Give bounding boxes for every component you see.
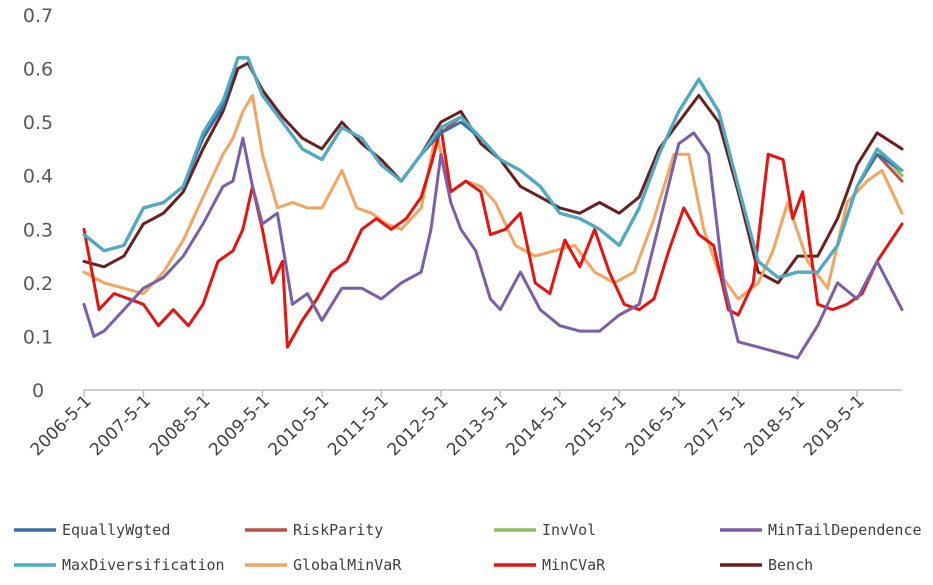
y-tick-label: 0.4 [23,166,53,188]
x-tick-label: 2013-5-1 [443,391,512,460]
series-line-mintaildependence [82,131,904,360]
y-tick-label: 0.5 [23,112,53,134]
series-line-maxdiversification [82,56,904,279]
y-tick-label: 0.1 [23,326,53,348]
legend-label: GlobalMinVaR [293,556,402,574]
x-tick-label: 2009-5-1 [205,391,274,460]
x-tick-label: 2008-5-1 [146,391,215,460]
legend-label: MinCVaR [542,556,606,574]
x-tick-label: 2018-5-1 [740,391,809,460]
legend-label: Bench [768,556,813,574]
y-tick-label: 0.7 [23,5,53,27]
y-tick-label: 0.2 [23,273,53,295]
series-line-invvol [82,56,904,279]
x-tick-label: 2011-5-1 [324,391,393,460]
x-tick-label: 2014-5-1 [503,391,572,460]
legend-label: MinTailDependence [768,521,922,539]
y-tick-label: 0.3 [23,219,53,241]
series-line-riskparity [82,56,904,279]
series-line-bench [82,61,904,285]
x-tick-label: 2012-5-1 [384,391,453,460]
legend-label: MaxDiversification [62,556,225,574]
chart-legend: EquallyWgted RiskParity InvVol MinTailDepen… [14,521,922,574]
legend-label: InvVol [542,521,596,539]
x-tick-label: 2017-5-1 [681,391,750,460]
y-tick-label: 0 [32,380,44,402]
x-tick-label: 2019-5-1 [800,391,869,460]
x-tick-label: 2010-5-1 [265,391,334,460]
x-tick-label: 2016-5-1 [622,391,691,460]
series-line-equallywgted [82,56,904,279]
chart-series [82,56,904,360]
x-tick-label: 2015-5-1 [562,391,631,460]
series-line-mincvar [82,126,904,349]
y-tick-label: 0.6 [23,59,53,81]
x-tick-label: 2007-5-1 [86,391,155,460]
legend-label: EquallyWgted [62,521,170,539]
legend-label: RiskParity [293,521,383,539]
